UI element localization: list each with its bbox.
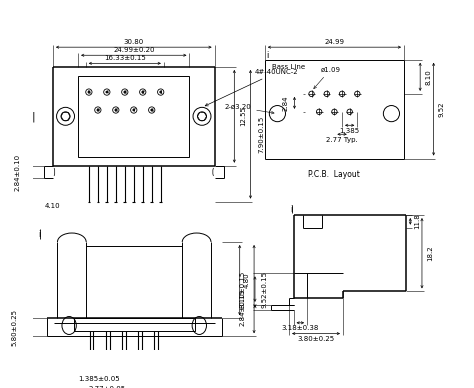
Text: Bass Line: Bass Line <box>272 64 305 70</box>
Text: 12.55: 12.55 <box>240 106 246 126</box>
Text: 18.2: 18.2 <box>427 245 433 261</box>
Text: 9.52±0.15: 9.52±0.15 <box>262 271 268 308</box>
Text: 30.80: 30.80 <box>124 39 144 45</box>
Text: ø1.09: ø1.09 <box>314 66 340 88</box>
Text: 2.84±0.15: 2.84±0.15 <box>239 289 246 326</box>
Text: 9: 9 <box>96 107 100 113</box>
Text: 5: 5 <box>87 90 91 95</box>
Circle shape <box>124 91 126 93</box>
Circle shape <box>142 91 144 93</box>
Text: 11.8: 11.8 <box>414 213 420 229</box>
Text: 2.84±0.10: 2.84±0.10 <box>14 153 20 191</box>
Text: 7: 7 <box>132 107 136 113</box>
Text: 24.99: 24.99 <box>324 39 345 45</box>
Text: 1: 1 <box>159 90 162 95</box>
Bar <box>73 318 195 331</box>
Bar <box>89 363 94 367</box>
Text: 4#-40UNC-2: 4#-40UNC-2 <box>205 69 299 106</box>
Text: 2.84: 2.84 <box>283 95 289 111</box>
Text: 2: 2 <box>141 90 144 95</box>
Text: 1.385±0.05: 1.385±0.05 <box>78 376 119 382</box>
Text: i: i <box>267 51 269 60</box>
Text: 8: 8 <box>114 107 118 113</box>
Circle shape <box>115 109 117 111</box>
Circle shape <box>160 91 162 93</box>
Text: 7.90±0.15: 7.90±0.15 <box>258 116 264 153</box>
Text: 8.10±0.15: 8.10±0.15 <box>239 270 246 308</box>
Text: 4.80: 4.80 <box>244 272 250 288</box>
Circle shape <box>88 91 90 93</box>
Text: 6: 6 <box>150 107 153 113</box>
Bar <box>105 363 110 367</box>
Text: 24.99±0.20: 24.99±0.20 <box>113 47 155 53</box>
Bar <box>78 76 190 157</box>
Text: 3.80±0.25: 3.80±0.25 <box>298 336 335 342</box>
Circle shape <box>106 91 108 93</box>
Text: 4: 4 <box>105 90 109 95</box>
Text: 3: 3 <box>123 90 127 95</box>
Text: 9.52: 9.52 <box>439 101 445 117</box>
Text: |: | <box>31 111 35 121</box>
Circle shape <box>133 109 135 111</box>
Text: 4.10: 4.10 <box>45 203 61 209</box>
Text: 2.77 Typ.: 2.77 Typ. <box>326 137 358 143</box>
Text: 1.385: 1.385 <box>340 128 360 134</box>
Text: 3.18±0.38: 3.18±0.38 <box>282 325 319 331</box>
Text: i: i <box>38 230 41 239</box>
Text: P.C.B.  Layout: P.C.B. Layout <box>309 170 360 179</box>
Text: 8.10: 8.10 <box>425 69 431 85</box>
Text: 5.80±0.25: 5.80±0.25 <box>11 309 18 346</box>
Circle shape <box>97 109 99 111</box>
Bar <box>121 363 127 367</box>
Text: i: i <box>291 205 293 214</box>
Text: 2.77±0.05: 2.77±0.05 <box>88 386 126 388</box>
Text: 2-ø3.20: 2-ø3.20 <box>225 104 274 114</box>
Circle shape <box>151 109 153 111</box>
Bar <box>154 363 159 367</box>
Bar <box>137 363 143 367</box>
Text: 16.33±0.15: 16.33±0.15 <box>104 55 146 61</box>
